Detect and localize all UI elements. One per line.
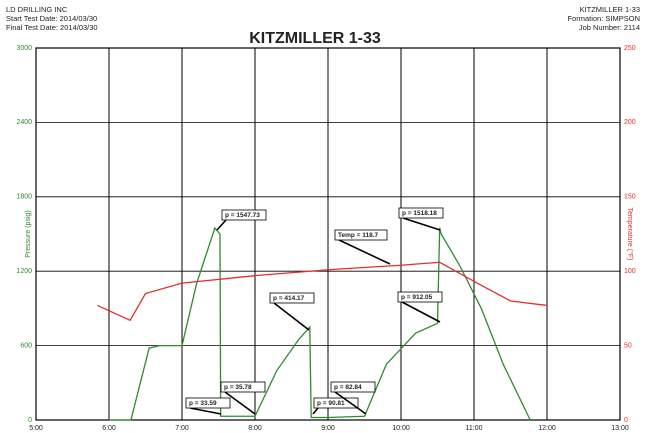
x-tick-label: 7:00 — [175, 425, 189, 432]
annotation-box — [185, 397, 231, 409]
y2-tick-label: 150 — [624, 194, 636, 201]
annotation-arrow — [401, 301, 441, 323]
annotation: p = 33.59 — [189, 400, 217, 407]
y-tick-label: 0 — [28, 417, 32, 424]
annotation-box — [334, 229, 388, 241]
header-left: Start Test Date: 2014/03/30 — [6, 14, 97, 23]
y-tick-label: 600 — [20, 342, 32, 349]
x-tick-label: 5:00 — [29, 425, 43, 432]
annotation: p = 1518.18 — [402, 210, 437, 217]
annotation-box — [397, 291, 443, 303]
annotation-box — [220, 381, 266, 393]
x-tick-label: 12:00 — [538, 425, 556, 432]
annotation-arrow — [334, 391, 367, 415]
x-tick-label: 11:00 — [466, 425, 483, 432]
series-line — [109, 226, 531, 421]
annotation: p = 414.17 — [273, 295, 305, 302]
y-tick-label: 3000 — [16, 45, 32, 52]
y-tick-label: 1800 — [16, 194, 32, 201]
y2-tick-label: 100 — [624, 268, 636, 275]
y-tick-label: 2400 — [16, 119, 32, 126]
x-tick-label: 10:00 — [392, 425, 410, 432]
annotation-arrow — [312, 407, 319, 415]
header-right: Job Number: 2114 — [579, 23, 640, 32]
annotation-arrow — [338, 239, 391, 265]
annotation-arrow — [402, 217, 441, 231]
y2-tick-label: 250 — [624, 45, 636, 52]
x-tick-label: 13:00 — [611, 425, 629, 432]
annotation-arrow — [216, 219, 227, 231]
y2-tick-label: 0 — [624, 417, 628, 424]
header-left: Final Test Date: 2014/03/30 — [6, 23, 98, 32]
x-tick-label: 6:00 — [102, 425, 116, 432]
annotation-box — [398, 207, 444, 219]
series-line — [97, 261, 548, 322]
annotation-arrow — [189, 407, 222, 415]
annotation: p = 912.05 — [401, 294, 433, 301]
y-tick-label: 1200 — [16, 268, 32, 275]
annotation: p = 1547.73 — [225, 212, 260, 219]
annotation: p = 90.81 — [317, 400, 345, 407]
annotation: Temp = 118.7 — [338, 232, 379, 239]
annotation-box — [313, 397, 359, 409]
annotation-arrow — [273, 302, 310, 331]
y2-tick-label: 200 — [624, 119, 636, 126]
y2-tick-label: 50 — [624, 342, 632, 349]
x-tick-label: 8:00 — [248, 425, 262, 432]
y-axis-label: Pressure (psig) — [25, 210, 32, 257]
annotation-box — [221, 209, 267, 221]
annotation-box — [330, 381, 376, 393]
annotation: p = 35.78 — [224, 384, 252, 391]
y2-axis-label: Temperature (°F) — [626, 208, 634, 261]
annotation-box — [269, 292, 315, 304]
annotation-arrow — [224, 391, 256, 415]
header-right: Formation: SIMPSON — [567, 14, 640, 23]
chart-title: KITZMILLER 1-33 — [249, 30, 381, 47]
header-right: KITZMILLER 1-33 — [580, 5, 640, 14]
x-tick-label: 9:00 — [321, 425, 335, 432]
annotation: p = 82.84 — [334, 384, 362, 391]
header-left: LD DRILLING INC — [6, 5, 68, 14]
